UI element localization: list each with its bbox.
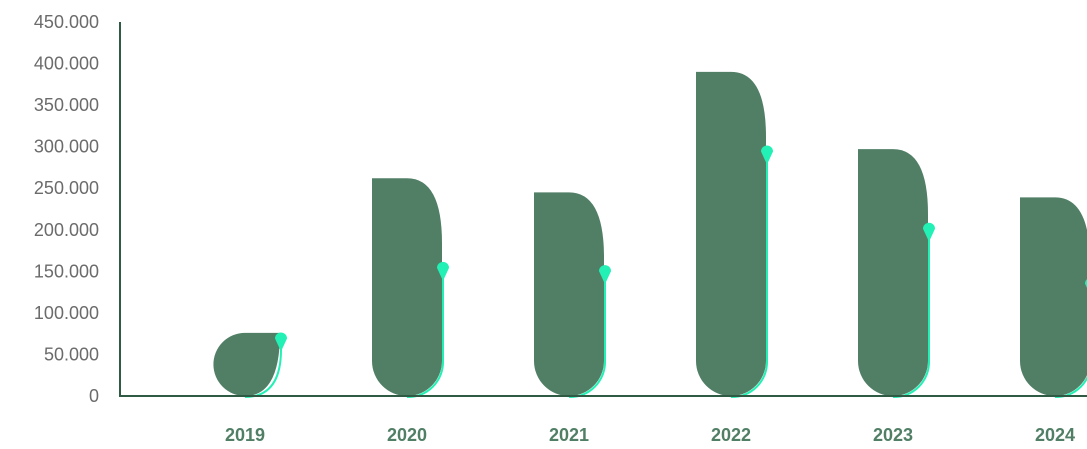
- bar-2023: [858, 149, 928, 396]
- y-tick-label: 450.000: [34, 12, 99, 32]
- marker-pin-2019: [275, 332, 287, 352]
- bar-2020: [372, 178, 442, 396]
- y-tick-label: 400.000: [34, 54, 99, 74]
- x-category-label: 2020: [387, 425, 427, 444]
- y-tick-label: 100.000: [34, 303, 99, 323]
- x-category-label: 2022: [711, 425, 751, 444]
- marker-pin-2021: [599, 265, 611, 285]
- marker-pin-2020: [437, 261, 449, 281]
- y-tick-label: 250.000: [34, 178, 99, 198]
- bar-2024: [1020, 197, 1087, 396]
- marker-pin-2023: [923, 222, 935, 242]
- y-tick-label: 200.000: [34, 220, 99, 240]
- x-category-label: 2021: [549, 425, 589, 444]
- y-tick-label: 150.000: [34, 261, 99, 281]
- y-tick-label: 0: [89, 386, 99, 406]
- y-tick-label: 50.000: [44, 344, 99, 364]
- bar-2019: [213, 332, 280, 396]
- bar-2021: [534, 192, 604, 396]
- marker-pin-2022: [761, 145, 773, 165]
- x-category-label: 2019: [225, 425, 265, 444]
- y-tick-label: 350.000: [34, 95, 99, 115]
- x-category-label: 2024: [1035, 425, 1075, 444]
- bar-2022: [696, 71, 766, 396]
- y-tick-label: 300.000: [34, 137, 99, 157]
- x-category-label: 2023: [873, 425, 913, 444]
